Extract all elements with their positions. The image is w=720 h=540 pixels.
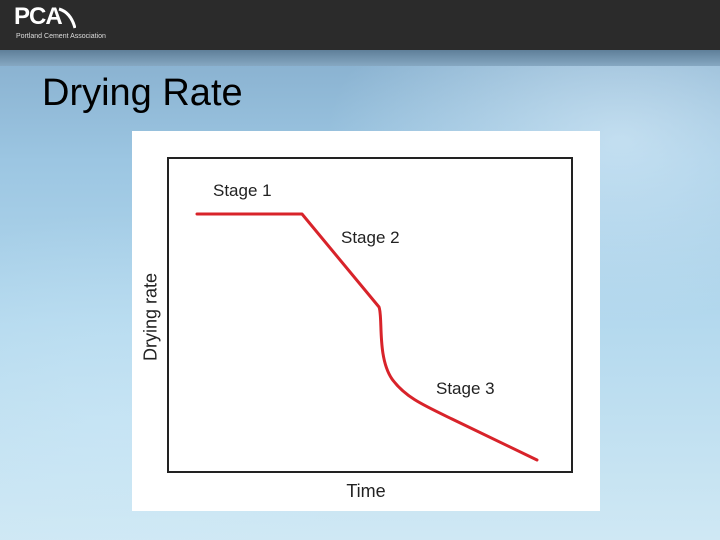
drying-rate-diagram: Stage 1 Stage 2 Stage 3 Time Drying rate [132,131,600,511]
pca-logo: PCA Portland Cement Association [14,4,134,44]
logo-swoosh-icon [58,7,76,29]
logo-text: PCA [14,3,63,30]
header-bar: PCA Portland Cement Association [0,0,720,50]
x-axis-label: Time [346,481,386,501]
logo-subtitle: Portland Cement Association [16,33,106,40]
drying-rate-curve [195,212,539,462]
stage-1-label: Stage 1 [213,181,272,200]
slide-title: Drying Rate [42,72,243,114]
y-axis-label: Drying rate [140,272,161,362]
stage-2-label: Stage 2 [341,228,400,247]
plot-frame [167,157,573,473]
header-subbar [0,50,720,66]
drying-curve-line [195,212,539,462]
stage-3-label: Stage 3 [436,379,495,398]
